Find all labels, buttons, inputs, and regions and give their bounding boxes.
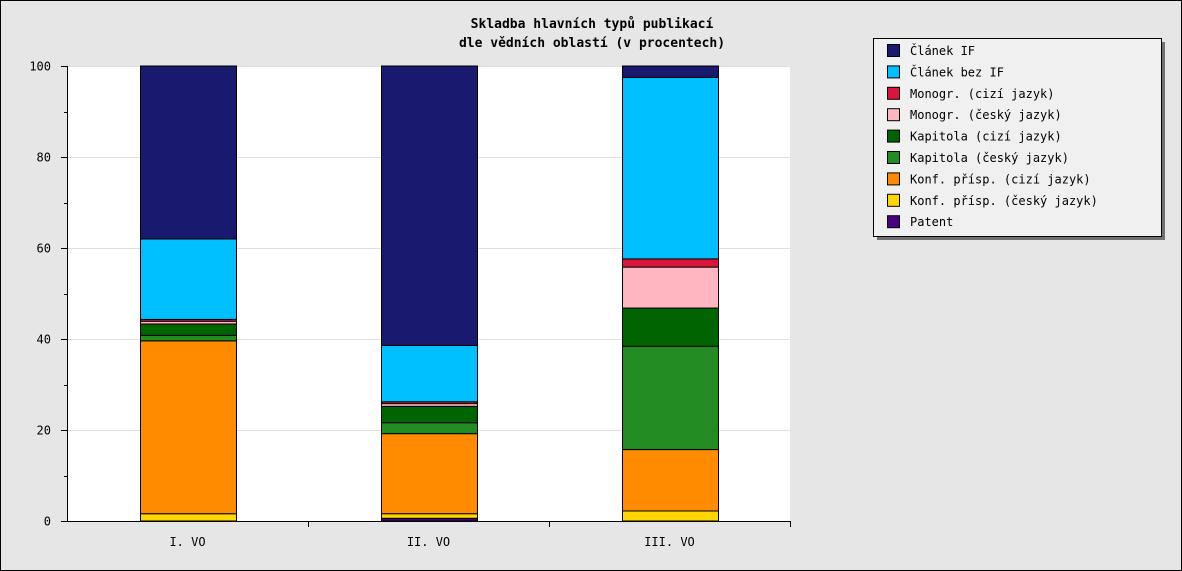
- bar-segment: [381, 405, 478, 424]
- legend-swatch: [887, 44, 900, 57]
- bar-segment: [381, 513, 478, 519]
- bar-segment: [140, 65, 237, 240]
- bar-segment: [140, 513, 237, 522]
- bar-segment: [622, 266, 719, 309]
- legend-swatch: [887, 65, 900, 79]
- legend-label: Patent: [910, 215, 953, 229]
- axes: 0 20 40 60 80 100 I. VO II. VO III. VO: [29, 60, 791, 549]
- y-tick-label: 80: [37, 151, 51, 165]
- legend-label: Článek bez IF: [910, 64, 1004, 79]
- legend-label: Kapitola (český jazyk): [910, 151, 1069, 165]
- legend-swatch: [887, 108, 900, 122]
- bar-segment: [622, 65, 719, 78]
- bar-segment: [140, 323, 237, 336]
- y-tick-label: 20: [37, 424, 51, 438]
- legend-swatch: [887, 193, 900, 207]
- chart-title-line-2: dle vědních oblastí (v procentech): [459, 36, 725, 51]
- legend-swatch: [887, 129, 900, 143]
- bar-segment: [140, 238, 237, 320]
- bar-segment: [622, 307, 719, 347]
- y-tick-label: 60: [37, 242, 51, 256]
- x-tick-label: I. VO: [169, 535, 205, 549]
- legend-label: Článek IF: [910, 43, 975, 58]
- bar-segment: [140, 340, 237, 515]
- legend-label: Monogr. (český jazyk): [910, 108, 1062, 122]
- legend-label: Monogr. (cizí jazyk): [910, 87, 1055, 101]
- legend-label: Konf. přísp. (cizí jazyk): [910, 172, 1091, 186]
- legend-swatch: [887, 151, 900, 164]
- y-tick-label: 0: [44, 515, 51, 529]
- bar-segment: [140, 334, 237, 342]
- bar-segment: [381, 344, 478, 403]
- bar-segment: [622, 258, 719, 268]
- x-tick-label: II. VO: [407, 535, 450, 549]
- bar-segment: [381, 433, 478, 515]
- legend-swatch: [887, 86, 900, 100]
- bar-segment: [622, 345, 719, 451]
- bar-segment: [622, 76, 719, 260]
- legend-box: [873, 38, 1162, 237]
- bar-segment: [381, 65, 478, 346]
- bar-stacks: [140, 65, 719, 522]
- x-tick-label: III. VO: [644, 535, 695, 549]
- legend-swatch: [887, 215, 900, 229]
- bar-segment: [622, 510, 719, 522]
- chart-title-line-1: Skladba hlavních typů publikací: [471, 17, 714, 32]
- legend-label: Konf. přísp. (český jazyk): [910, 194, 1098, 208]
- legend-swatch: [887, 172, 900, 186]
- legend-label: Kapitola (cizí jazyk): [910, 130, 1062, 144]
- y-tick-label: 40: [37, 333, 51, 347]
- bar-segment: [622, 449, 719, 512]
- y-tick-label: 100: [29, 60, 51, 74]
- bar-segment: [381, 422, 478, 435]
- legend: Článek IF Článek bez IF Monogr. (cizí jazy…: [873, 38, 1165, 240]
